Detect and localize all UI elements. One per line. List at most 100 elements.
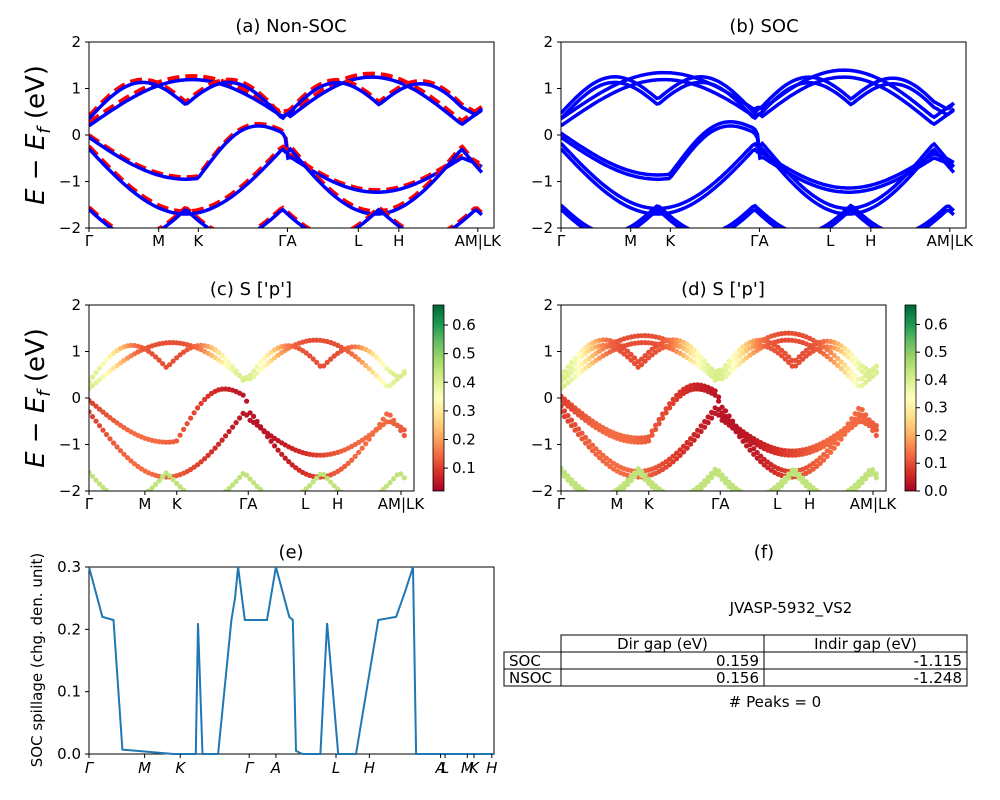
projected-point [209,449,215,455]
projected-point [621,351,627,357]
projected-point [568,359,575,366]
projected-point [664,495,669,500]
projected-point [117,448,124,454]
projected-point [873,427,879,433]
projected-point [667,401,673,407]
projected-point [744,355,750,361]
x-tick-label: M [138,495,151,513]
projected-point [230,364,236,370]
x-tick-label: AM|LK [378,495,426,513]
projected-point [582,358,589,364]
projected-point [726,358,732,364]
projected-point [748,497,753,502]
projected-point [730,482,736,488]
soc-band-line [89,124,483,194]
projected-point [110,365,117,371]
projected-point [582,345,589,351]
projected-point [272,355,278,361]
projected-point [93,403,99,409]
projected-point [96,406,103,412]
projected-point [873,471,879,477]
projected-point [716,398,722,404]
x-tick-label: L [826,232,835,250]
x-tick-label: AM|LK [927,232,975,250]
projected-point [170,358,176,364]
projected-point [698,481,704,487]
x-tick-label: H [364,759,375,777]
projected-point [723,476,729,482]
projected-point [110,440,117,446]
projected-point [835,362,841,369]
projected-point [726,479,732,485]
panel-e-title: (e) [278,542,303,563]
projected-point [677,447,683,453]
projected-point [762,496,767,501]
projected-point [307,353,313,359]
x-tick-label: H [865,232,876,250]
projected-point [568,477,575,483]
projected-point [873,363,879,369]
projected-point [849,376,855,382]
projected-point [579,430,585,436]
projected-point [205,393,211,399]
projected-point [321,471,327,478]
projected-point [202,396,208,403]
projected-point [111,493,116,498]
x-tick-label: M [152,232,165,250]
projected-point [226,428,232,435]
projected-point [349,457,355,463]
projected-point [272,443,278,449]
plot-frame [560,41,967,229]
projected-point [279,498,284,503]
projected-point [121,497,126,502]
projected-point [191,410,197,416]
colorbar-tick-label: 0.0 [924,482,948,500]
projected-point [838,366,844,372]
projected-point [603,455,610,461]
projected-point [398,471,404,477]
projected-point [635,466,641,472]
projected-point [345,460,351,466]
x-tick-label: Γ [557,495,566,513]
projected-point [674,498,679,503]
colorbar-tick-label: 0.3 [452,402,476,420]
projected-point [303,350,309,356]
y-tick-label: −2 [531,219,553,237]
projected-point [370,494,375,499]
projected-point [691,431,697,438]
y-tick-label: 0 [543,126,553,144]
projected-point [828,444,834,450]
projected-point [572,355,578,361]
projected-point [677,389,683,395]
projected-point [782,350,788,356]
projected-point [688,344,694,350]
x-tick-label: K [172,495,183,513]
projected-point [391,417,397,423]
x-tick-label: ΓA [711,495,730,513]
projected-point [870,467,876,473]
projected-point [796,354,802,360]
projected-point [572,405,578,411]
projected-point [600,498,605,503]
projected-point [561,469,568,475]
projected-point [349,496,354,501]
projected-point [831,440,837,446]
projected-point [667,492,672,497]
x-tick-label: L [441,759,449,777]
projected-point [114,444,120,450]
soc-band-line [561,146,956,216]
projected-point [660,411,666,417]
projected-point [103,488,110,491]
projected-point [863,472,869,478]
projected-point [646,476,652,482]
projected-point [719,472,725,478]
projected-point [575,364,582,370]
projected-point [269,495,274,500]
soc-band-line [561,140,956,211]
projected-point [761,456,767,462]
projected-point [198,400,204,407]
projected-point [747,442,753,448]
projected-point [307,483,313,489]
projected-point [709,470,715,476]
projected-point [793,363,799,369]
